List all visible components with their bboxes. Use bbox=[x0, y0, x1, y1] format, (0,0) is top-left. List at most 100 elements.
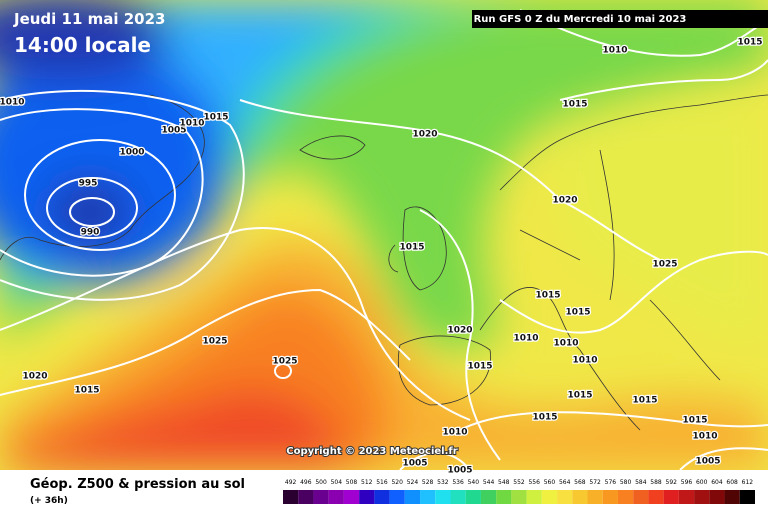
isobar-label: 1015 bbox=[532, 413, 557, 423]
isobar-labels: 1010100510101015100099599010201010101510… bbox=[0, 36, 764, 477]
scale-label: 548 bbox=[498, 479, 510, 486]
scale-label: 560 bbox=[544, 479, 556, 486]
scale-swatch bbox=[663, 490, 679, 504]
isobar-label: 1010 bbox=[442, 428, 467, 438]
scale-label: 612 bbox=[742, 479, 754, 486]
scale-label: 584 bbox=[635, 479, 647, 486]
scale-label: 572 bbox=[589, 479, 601, 486]
scale-swatch bbox=[420, 490, 436, 504]
isobar-label: 1015 bbox=[535, 291, 560, 301]
isobar-label: 1010 bbox=[572, 356, 597, 366]
isobar-label: 1015 bbox=[737, 38, 762, 48]
scale-label: 588 bbox=[650, 479, 662, 486]
isobar-label: 1020 bbox=[447, 326, 472, 336]
isobar-label: 1015 bbox=[467, 362, 492, 372]
isobar-label: 1005 bbox=[161, 126, 186, 136]
pressure-field bbox=[0, 0, 768, 470]
color-scale: 492 496 500 504 508 512 516 520 524 528 532 536 540 5… bbox=[283, 479, 755, 504]
isobar-label: 1005 bbox=[447, 466, 472, 476]
scale-label: 520 bbox=[391, 479, 403, 486]
isobar-label: 1010 bbox=[0, 98, 25, 108]
isobar-label: 1005 bbox=[402, 459, 427, 469]
scale-swatch bbox=[435, 490, 451, 504]
scale-swatch bbox=[404, 490, 421, 504]
scale-swatch bbox=[343, 490, 360, 504]
footer-lead: (+ 36h) bbox=[30, 496, 68, 506]
isobars bbox=[0, 9, 768, 470]
isobar-label: 1015 bbox=[562, 100, 587, 110]
scale-label: 536 bbox=[452, 479, 464, 486]
scale-swatch bbox=[572, 490, 588, 504]
scale-swatch bbox=[678, 490, 695, 504]
isobar-label: 1020 bbox=[22, 372, 47, 382]
isobar-label: 1015 bbox=[567, 391, 592, 401]
scale-swatch bbox=[283, 490, 299, 504]
scale-label: 556 bbox=[528, 479, 540, 486]
scale-swatch bbox=[511, 490, 527, 504]
isobar-label: 1010 bbox=[602, 46, 627, 56]
isobar-label: 1020 bbox=[412, 130, 437, 140]
scale-swatch bbox=[633, 490, 649, 504]
scale-swatch bbox=[709, 490, 725, 504]
scale-swatch bbox=[328, 490, 344, 504]
isobar-label: 1010 bbox=[692, 432, 717, 442]
scale-swatch bbox=[389, 490, 405, 504]
scale-label: 532 bbox=[437, 479, 449, 486]
scale-label: 568 bbox=[574, 479, 586, 486]
scale-swatch bbox=[359, 490, 375, 504]
scale-label: 600 bbox=[696, 479, 708, 486]
scale-label: 576 bbox=[605, 479, 617, 486]
isobar-label: 1015 bbox=[74, 386, 99, 396]
scale-label: 564 bbox=[559, 479, 571, 486]
scale-label: 592 bbox=[666, 479, 678, 486]
scale-label: 552 bbox=[513, 479, 525, 486]
scale-swatch bbox=[557, 490, 573, 504]
isobar-label: 1000 bbox=[119, 148, 144, 158]
isobar-label: 995 bbox=[79, 179, 98, 189]
scale-swatch bbox=[541, 490, 558, 504]
isobar-label: 1020 bbox=[552, 196, 577, 206]
scale-swatch bbox=[480, 490, 497, 504]
scale-swatch bbox=[694, 490, 710, 504]
isobar-label: 990 bbox=[81, 228, 100, 238]
isobar-label: 1015 bbox=[203, 113, 228, 123]
isobar-label: 1010 bbox=[553, 339, 578, 349]
isobar-label: 1010 bbox=[179, 119, 204, 129]
scale-swatch bbox=[724, 490, 740, 504]
scale-label: 608 bbox=[726, 479, 738, 486]
isobar-label: 1025 bbox=[652, 260, 677, 270]
isobar-label: 1015 bbox=[565, 308, 590, 318]
scale-label: 512 bbox=[361, 479, 373, 486]
scale-label: 544 bbox=[483, 479, 495, 486]
footer-title: Géop. Z500 & pression au sol bbox=[30, 477, 245, 492]
date-label: Jeudi 11 mai 2023 bbox=[13, 10, 166, 28]
isobar-label: 1015 bbox=[682, 416, 707, 426]
scale-label: 596 bbox=[681, 479, 693, 486]
coastlines bbox=[0, 94, 768, 431]
scale-swatch bbox=[465, 490, 481, 504]
run-banner bbox=[472, 10, 768, 28]
scale-label: 580 bbox=[620, 479, 632, 486]
scale-swatch bbox=[374, 490, 390, 504]
scale-label: 604 bbox=[711, 479, 723, 486]
scale-label: 524 bbox=[407, 479, 419, 486]
isobar-label: 1015 bbox=[399, 243, 424, 253]
scale-label: 508 bbox=[346, 479, 358, 486]
scale-label: 504 bbox=[331, 479, 343, 486]
scale-label: 492 bbox=[285, 479, 297, 486]
scale-swatch bbox=[648, 490, 664, 504]
isobar-label: 1010 bbox=[513, 334, 538, 344]
scale-swatch bbox=[587, 490, 603, 504]
scale-label: 516 bbox=[376, 479, 388, 486]
run-label: Run GFS 0 Z du Mercredi 10 mai 2023 bbox=[474, 14, 687, 25]
scale-swatch bbox=[450, 490, 466, 504]
scale-label: 500 bbox=[315, 479, 327, 486]
scale-label: 528 bbox=[422, 479, 434, 486]
isobar-label: 1015 bbox=[632, 396, 657, 406]
scale-swatch bbox=[526, 490, 542, 504]
isobar-label: 1025 bbox=[272, 357, 297, 367]
copyright: Copyright © 2023 Meteociel.fr bbox=[286, 446, 457, 457]
scale-swatch bbox=[602, 490, 618, 504]
time-label: 14:00 locale bbox=[14, 33, 151, 57]
